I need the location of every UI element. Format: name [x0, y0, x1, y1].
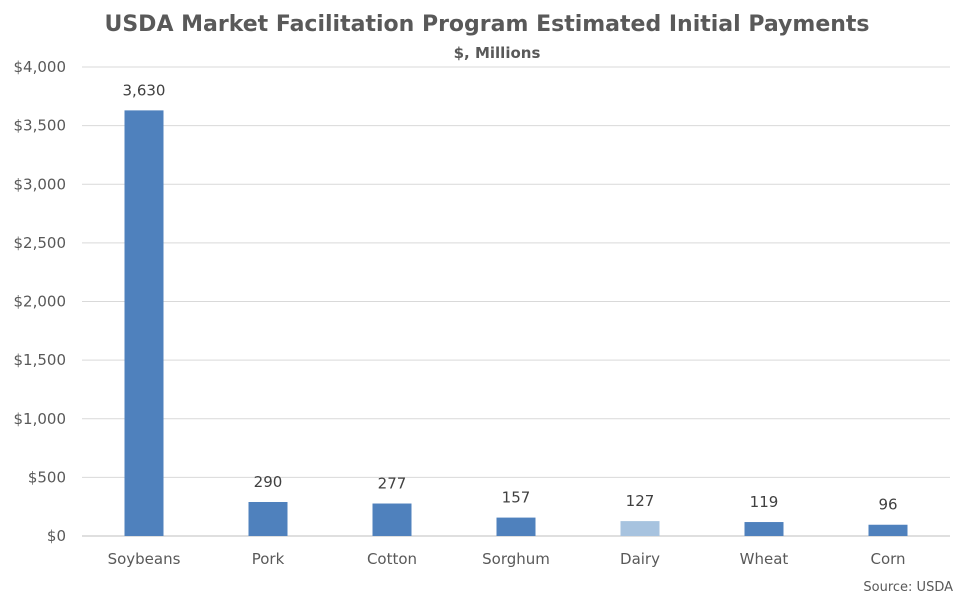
x-tick-label-pork: Pork: [252, 550, 285, 568]
chart-title: USDA Market Facilitation Program Estimat…: [104, 12, 869, 37]
data-label-corn: 96: [878, 496, 897, 514]
x-tick-label-corn: Corn: [870, 550, 905, 568]
x-tick-label-soybeans: Soybeans: [108, 550, 181, 568]
x-tick-label-dairy: Dairy: [620, 550, 660, 568]
x-axis: Soybeans Pork Cotton Sorghum Dairy Wheat Corn: [108, 550, 906, 568]
bar-pork: [248, 501, 288, 536]
data-label-sorghum: 157: [502, 489, 531, 507]
source-note: Source: USDA: [863, 580, 953, 595]
data-label-wheat: 119: [750, 493, 779, 511]
y-tick-label: $0: [47, 527, 66, 545]
bar-cotton: [372, 503, 412, 536]
x-tick-label-sorghum: Sorghum: [482, 550, 550, 568]
y-tick-label: $2,000: [14, 293, 67, 311]
y-tick-label: $1,500: [14, 351, 67, 369]
data-label-dairy: 127: [626, 492, 655, 510]
bar-soybeans: [124, 110, 164, 536]
chart-subtitle: $, Millions: [454, 44, 541, 62]
y-tick-label: $3,500: [14, 117, 67, 135]
y-tick-label: $500: [28, 468, 66, 486]
x-tick-label-wheat: Wheat: [740, 550, 789, 568]
data-label-pork: 290: [254, 473, 283, 491]
bar-corn: [868, 524, 908, 536]
y-tick-label: $1,000: [14, 410, 67, 428]
y-tick-label: $2,500: [14, 234, 67, 252]
y-tick-label: $4,000: [14, 58, 67, 76]
data-label-soybeans: 3,630: [123, 81, 166, 99]
bar-dairy: [620, 521, 660, 536]
data-label-cotton: 277: [378, 475, 407, 493]
bar-wheat: [744, 522, 784, 536]
y-tick-label: $3,000: [14, 175, 67, 193]
bar-sorghum: [496, 517, 536, 536]
x-tick-label-cotton: Cotton: [367, 550, 417, 568]
y-axis: $0 $500 $1,000 $1,500 $2,000 $2,500 $3,000 $3,5…: [14, 58, 67, 545]
data-labels: 3,630 290 277 157 127 119 96: [123, 81, 898, 513]
bars: [124, 110, 908, 536]
gridlines: [82, 66, 950, 537]
